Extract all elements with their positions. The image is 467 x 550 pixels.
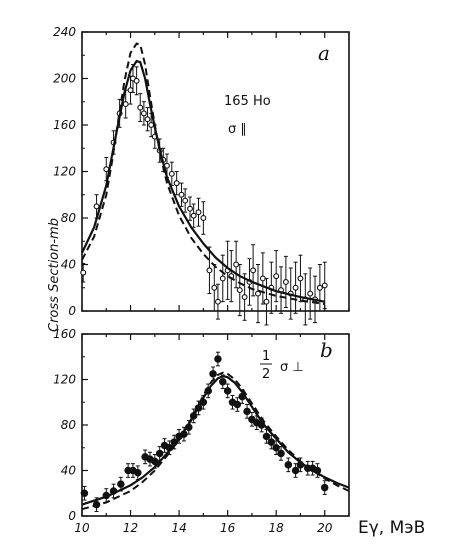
data-point-open [187,205,193,212]
data-point-filled [155,449,164,458]
fit-curve-solid [81,59,325,303]
data-point-open [255,290,261,297]
data-point-open [263,298,270,305]
isotope-annotation: 165 Ho [224,94,271,109]
fraction-numerator: 1 [262,349,270,364]
panel-a-quantity-annotation: σ ∥ [228,122,247,137]
data-point-open [190,212,197,219]
data-point-open [133,77,140,84]
data-point-filled [117,480,125,488]
data-point-filled [277,449,285,458]
data-point-filled [243,407,251,416]
data-point-filled [209,370,217,378]
data-point-open [182,197,189,204]
y-tick-label: 80 [61,418,77,432]
y-axis-label: Cross Section-mb [47,218,62,332]
data-point-filled [134,469,142,477]
y-tick-label: 40 [61,464,77,478]
data-point-filled [80,489,89,497]
y-tick-label: 0 [68,509,76,523]
data-point-open [140,110,147,117]
y-tick-label: 200 [53,72,76,86]
data-point-filled [284,461,293,469]
data-point-filled [267,438,276,446]
y-tick-label: 120 [53,373,76,387]
data-point-open [307,290,314,297]
x-axis-label: Eγ, МэВ [358,518,425,538]
data-point-filled [214,355,222,363]
data-point-open [103,166,110,173]
data-point-open [206,267,213,274]
data-point-open [93,203,100,210]
y-tick-label: 40 [61,258,77,272]
data-point-open [236,287,243,294]
x-tick-label: 20 [317,521,333,535]
data-point-filled [272,443,280,452]
panel-a-frame [81,31,350,312]
data-point-filled [262,432,271,441]
panel-a-label: a [318,41,330,65]
data-point-filled [223,387,232,395]
fit-curve-dashed [81,371,350,511]
data-point-open [127,87,134,94]
data-point-open [273,273,280,280]
y-tick-label: 120 [53,165,76,179]
data-point-open [250,267,257,274]
data-point-filled [233,400,242,409]
data-point-open [144,116,151,123]
data-point-open [173,180,180,187]
x-tick-label: 18 [269,521,285,535]
data-point-filled [291,466,300,475]
data-point-open [211,284,218,291]
panel-b-quantity-annotation: σ ⊥ [280,360,304,375]
data-point-open [292,284,299,291]
data-point-open [137,104,144,111]
data-point-open [241,294,248,300]
data-point-filled [219,378,227,386]
data-point-open [316,284,323,291]
fit-curve-dashed [81,42,325,305]
data-point-open [321,282,328,289]
x-tick-label: 12 [123,521,138,535]
y-tick-label: 160 [53,327,76,341]
data-point-filled [151,457,159,466]
y-tick-label: 80 [61,211,77,225]
panel-b-label: b [320,338,333,362]
x-tick-label: 14 [171,521,186,535]
data-point-open [80,269,87,276]
y-tick-label: 160 [53,118,76,132]
fit-curve-solid [81,374,350,506]
y-tick-label: 240 [53,25,76,39]
data-point-open [219,275,226,282]
x-tick-label: 16 [220,521,236,535]
fraction-denominator: 2 [262,367,270,382]
data-point-open [178,191,185,198]
data-point-open [195,209,202,216]
data-point-open [297,275,304,282]
data-point-open [168,170,175,177]
panel-a-plot: 0 40 80 120 160 200 240 [53,25,350,326]
data-point-open [214,298,221,305]
data-point-open [200,215,207,221]
data-point-open [282,278,289,285]
x-tick-label: 10 [74,521,90,535]
data-point-filled [320,483,329,492]
data-point-open [122,101,129,108]
y-tick-label: 0 [68,304,76,318]
